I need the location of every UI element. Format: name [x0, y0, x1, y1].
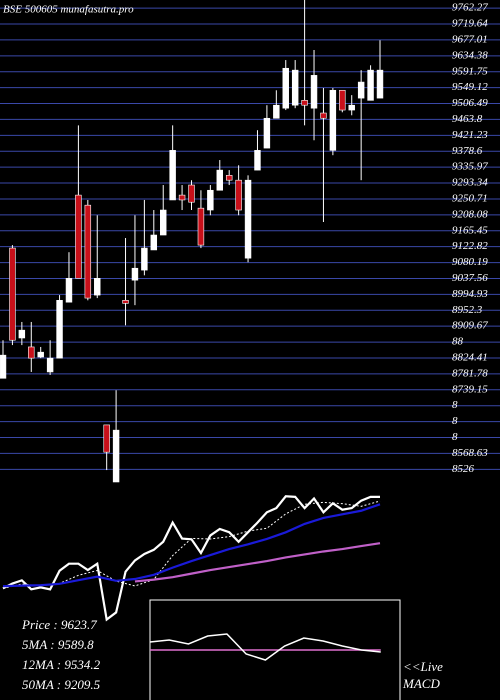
candle-body	[225, 175, 233, 181]
candle-body	[320, 112, 327, 119]
y-tick-label: 9762.27	[452, 2, 488, 14]
candle-body	[112, 429, 120, 483]
candle-body	[160, 209, 167, 236]
candle-body	[273, 104, 280, 119]
y-tick-label: 9165.45	[452, 224, 488, 236]
candle-body	[263, 117, 271, 149]
y-tick-label: 9421.23	[452, 129, 488, 141]
legend-text: Price : 9623.7	[21, 617, 97, 632]
candle-body	[37, 351, 44, 358]
candle-body	[367, 69, 374, 101]
y-tick-label: 8781.78	[452, 367, 488, 379]
candle-body	[376, 69, 384, 99]
y-tick-label: 9378.6	[452, 145, 483, 157]
y-tick-label: 8526	[452, 463, 475, 475]
candle-body	[84, 204, 92, 299]
ma-line	[2, 500, 381, 589]
candle-body	[244, 179, 252, 259]
y-tick-label: 9506.49	[452, 97, 488, 109]
legend-text: 12MA : 9534.2	[22, 657, 101, 672]
candle-body	[150, 234, 158, 251]
candle-body	[46, 357, 54, 373]
candle-body	[291, 69, 299, 106]
y-tick-label: 8952.3	[452, 304, 483, 316]
y-tick-label: 9037.56	[452, 272, 488, 284]
y-tick-label: 9549.12	[452, 81, 488, 93]
candle-body	[207, 189, 214, 211]
price-panel: 85268568.638888739.158781.788824.4188890…	[0, 0, 500, 483]
candle-body	[282, 67, 289, 109]
candle-body	[94, 278, 101, 296]
candle-body	[56, 300, 63, 359]
y-tick-label: 9591.75	[452, 65, 488, 77]
candle-body	[348, 104, 355, 111]
y-tick-label: 9250.71	[452, 192, 488, 204]
candle-body	[197, 207, 205, 246]
y-tick-label: 9122.82	[452, 240, 488, 252]
y-tick-label: 8	[452, 415, 458, 427]
y-tick-label: 8	[452, 399, 458, 411]
candle-body	[216, 169, 223, 191]
indicator-panel: Price : 9623.7 5MA : 9589.8 12MA : 9534.2 5…	[2, 495, 381, 692]
candle-body	[310, 75, 318, 109]
macd-label: MACD	[402, 676, 440, 691]
ma-line	[2, 503, 381, 588]
y-tick-label: 88	[452, 336, 464, 348]
candle-body	[178, 194, 186, 201]
ma-line	[134, 542, 381, 583]
y-tick-label: 9208.08	[452, 208, 488, 220]
y-tick-label: 9719.64	[452, 18, 488, 30]
legend-text: 5MA : 9589.8	[22, 637, 94, 652]
legend-text: 50MA : 9209.5	[22, 677, 101, 692]
candle-body	[75, 194, 82, 279]
candle-body	[0, 354, 7, 379]
chart-title: BSE 500605 munafasutra.pro	[3, 4, 134, 16]
candle-body	[339, 89, 346, 111]
y-tick-label: 8994.93	[452, 288, 488, 300]
y-tick-label: 8909.67	[452, 320, 488, 332]
candle-body	[188, 184, 195, 203]
candle-body	[65, 278, 73, 303]
macd-panel: <<Live MACD	[149, 599, 443, 700]
candle-body	[122, 300, 129, 304]
y-tick-label: 8568.63	[452, 447, 488, 459]
y-tick-label: 8739.15	[452, 383, 488, 395]
macd-line	[149, 633, 381, 661]
candle-body	[169, 150, 176, 201]
candle-body	[131, 267, 139, 281]
candle-body	[254, 150, 261, 171]
y-tick-label: 9080.19	[452, 256, 488, 268]
candle-body	[18, 329, 26, 339]
macd-label: <<Live	[403, 659, 443, 674]
candle-body	[357, 81, 365, 99]
y-tick-label: 8824.41	[452, 352, 488, 364]
candle-body	[103, 424, 110, 453]
y-tick-label: 9293.34	[452, 177, 488, 189]
candle-body	[301, 100, 308, 106]
y-tick-label: 9463.8	[452, 113, 483, 125]
y-tick-label: 9335.97	[452, 161, 488, 173]
candle-body	[329, 89, 337, 151]
y-tick-label: 9677.01	[452, 33, 488, 45]
candle-body	[141, 247, 148, 271]
candle-body	[9, 247, 16, 341]
y-tick-label: 8	[452, 431, 458, 443]
y-tick-label: 9634.38	[452, 49, 488, 61]
candle-body	[28, 346, 35, 359]
candle-body	[235, 179, 242, 211]
